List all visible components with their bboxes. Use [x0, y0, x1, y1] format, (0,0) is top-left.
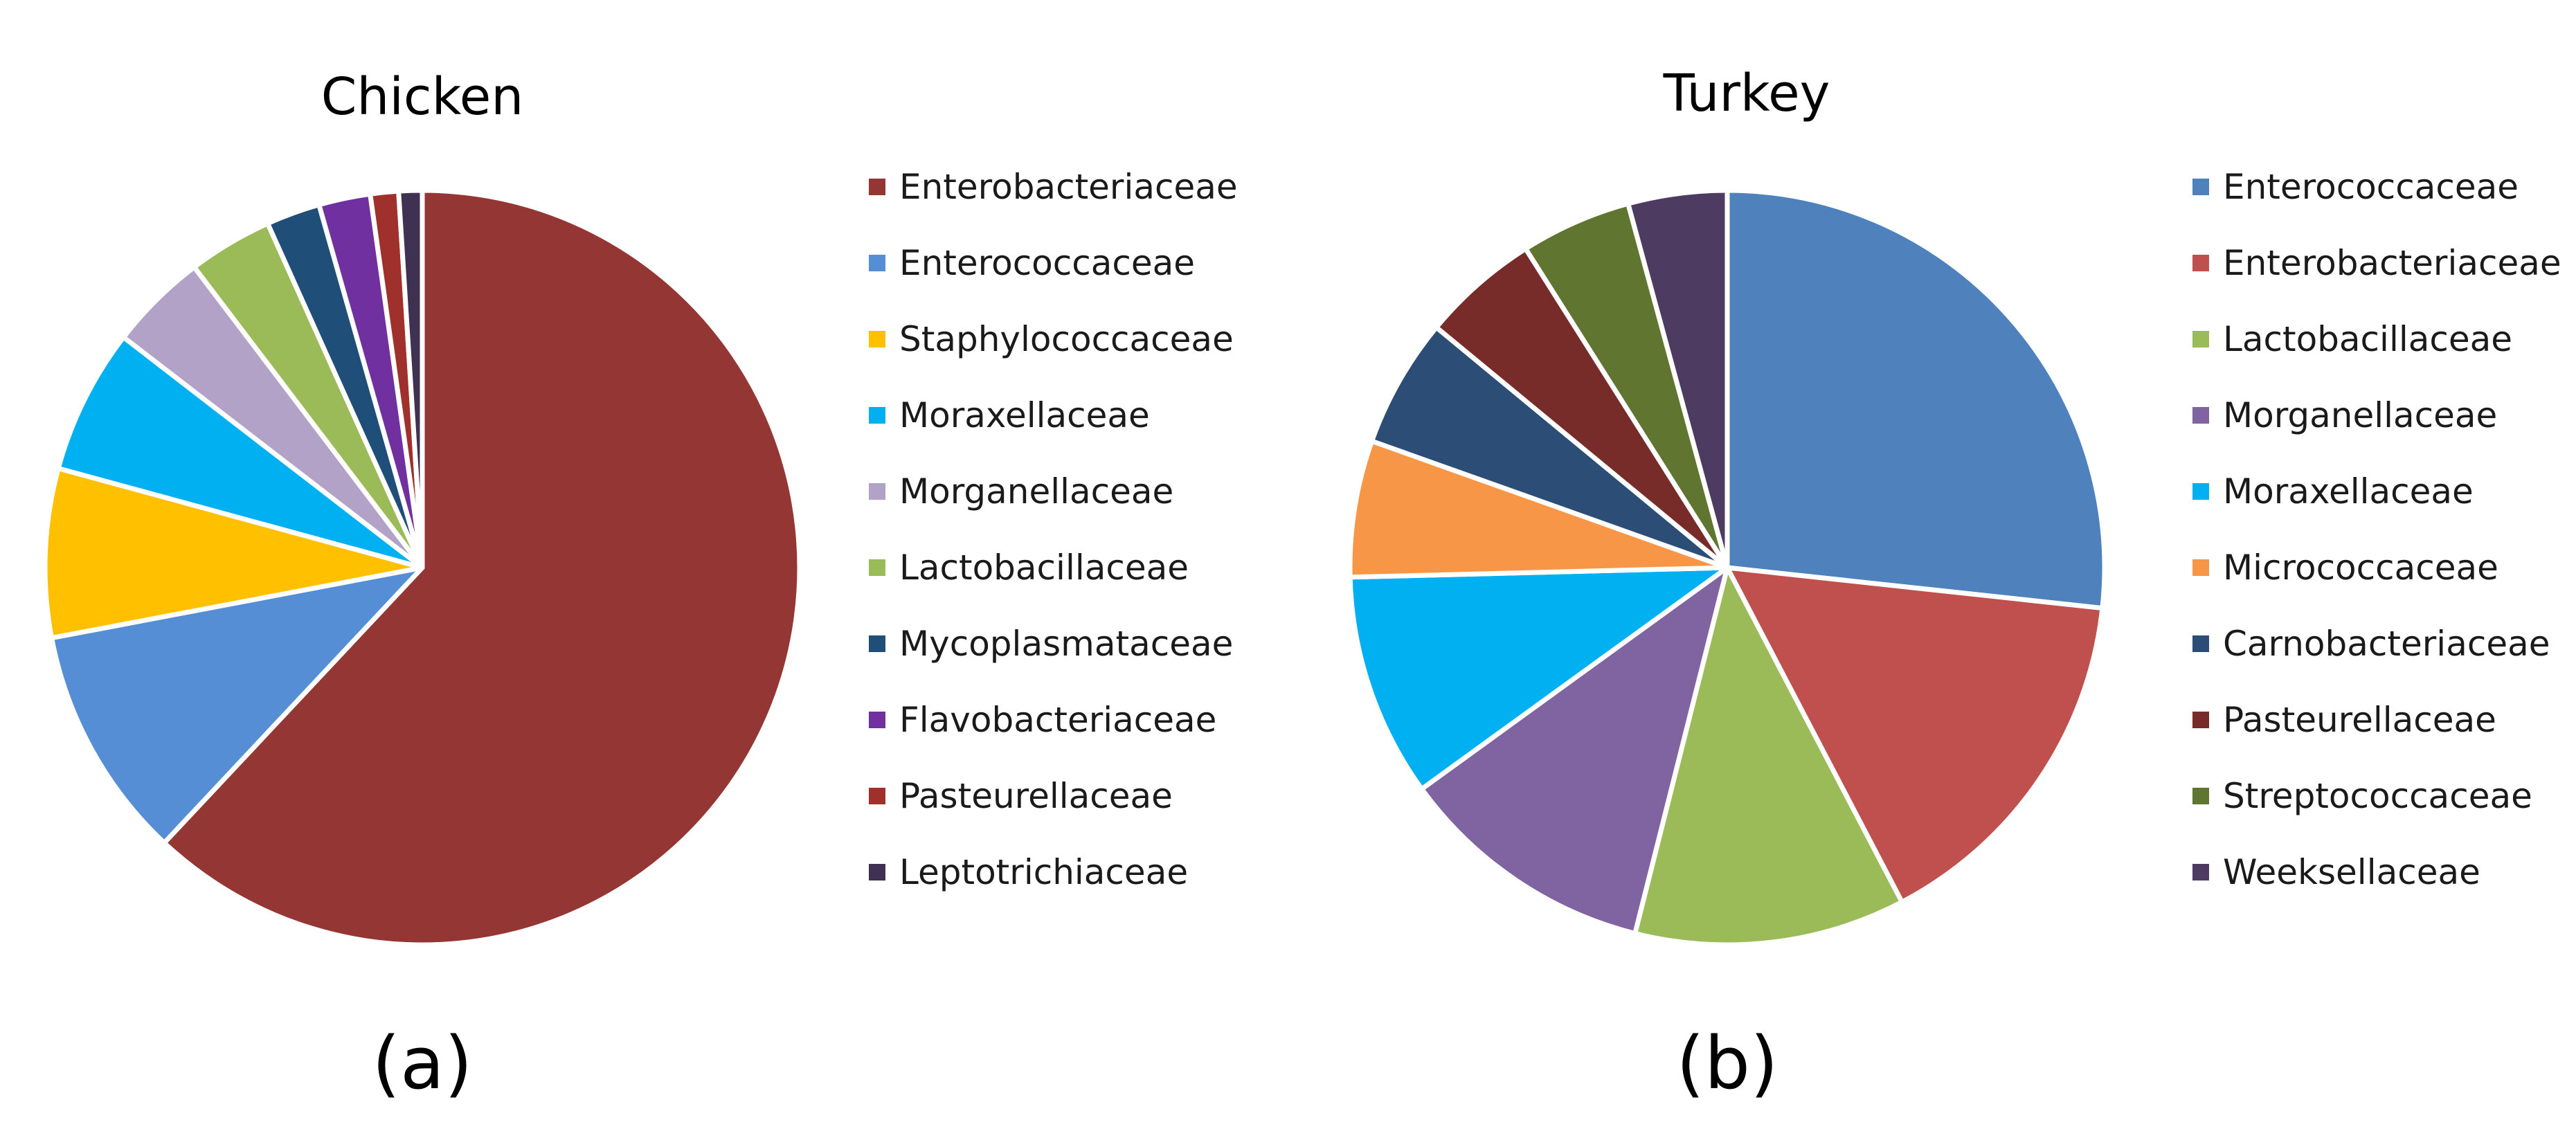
legend-swatch-leptotrichiaceae [869, 864, 885, 880]
legend-label-enterococcaceae: Enterococcaceae [899, 243, 1195, 283]
legend-swatch-lactobacillaceae [869, 559, 885, 576]
chicken-legend: Enterobacteriaceae Enterococcaceae Staphyl… [869, 167, 1238, 892]
legend-swatch-carnobacteriaceae [2192, 635, 2209, 652]
legend-label-staphylococcaceae: Staphylococcaceae [899, 319, 1234, 359]
legend-swatch-enterobacteriaceae [2192, 255, 2209, 271]
legend-swatch-moraxellaceae [869, 407, 885, 424]
legend-label-streptococcaceae: Streptococcaceae [2223, 776, 2532, 816]
legend-label-micrococcaceae: Micrococcaceae [2223, 548, 2498, 588]
pie-slice-moraxellaceae [1347, 565, 1730, 792]
legend-label-lactobacillaceae: Lactobacillaceae [899, 548, 1189, 588]
legend-label-moraxellaceae: Moraxellaceae [2223, 471, 2474, 512]
pie-slice-enterococcaceae [1724, 188, 2107, 611]
pie-slice-enterococcaceae [49, 565, 425, 846]
turkey-panel-label: (b) [1676, 1021, 1778, 1105]
pie-slice-moraxellaceae [55, 334, 425, 570]
legend-label-enterococcaceae: Enterococcaceae [2223, 167, 2519, 207]
turkey-chart-title: Turkey [1663, 64, 1830, 123]
legend-label-mycoplasmataceae: Mycoplasmataceae [899, 624, 1233, 664]
pie-slice-enterobacteriaceae [161, 188, 802, 948]
legend-swatch-enterobacteriaceae [869, 179, 885, 195]
turkey-legend: Enterococcaceae Enterobacteriaceae Lactoba… [2192, 167, 2561, 892]
pie-slice-lactobacillaceae [1632, 565, 1904, 948]
legend-swatch-staphylococcaceae [869, 331, 885, 347]
legend-swatch-enterococcaceae [869, 255, 885, 271]
legend-label-leptotrichiaceae: Leptotrichiaceae [899, 852, 1188, 892]
legend-swatch-weeksellaceae [2192, 864, 2209, 880]
legend-swatch-morganellaceae [869, 483, 885, 500]
legend-swatch-micrococcaceae [2192, 559, 2209, 576]
legend-label-enterobacteriaceae: Enterobacteriaceae [899, 167, 1238, 207]
legend-label-morganellaceae: Morganellaceae [899, 471, 1173, 512]
pie-slice-staphylococcaceae [42, 466, 425, 641]
turkey-pie [1347, 188, 2107, 948]
legend-swatch-pasteurellaceae [2192, 712, 2209, 728]
legend-label-lactobacillaceae: Lactobacillaceae [2223, 319, 2512, 359]
legend-swatch-pasteurellaceae [869, 788, 885, 804]
legend-label-flavobacteriaceae: Flavobacteriaceae [899, 700, 1216, 740]
chicken-chart: Chicken Enterobacteriaceae Enterococcacea… [42, 67, 1238, 1105]
legend-label-carnobacteriaceae: Carnobacteriaceae [2223, 624, 2550, 664]
legend-label-enterobacteriaceae: Enterobacteriaceae [2223, 243, 2561, 283]
pie-slice-micrococcaceae [1347, 438, 1730, 580]
chicken-panel-label: (a) [372, 1021, 473, 1105]
legend-label-pasteurellaceae: Pasteurellaceae [899, 776, 1173, 816]
legend-swatch-moraxellaceae [2192, 483, 2209, 500]
pie-slice-weeksellaceae [1625, 188, 1730, 570]
legend-label-morganellaceae: Morganellaceae [2223, 395, 2497, 435]
legend-swatch-flavobacteriaceae [869, 712, 885, 728]
legend-swatch-lactobacillaceae [2192, 331, 2209, 347]
turkey-chart: Turkey Enterococcaceae Enterobacteriaceae… [1347, 64, 2561, 1105]
legend-swatch-streptococcaceae [2192, 788, 2209, 804]
chicken-pie [42, 188, 802, 948]
pie-slice-leptotrichiaceae [396, 188, 425, 570]
legend-swatch-morganellaceae [2192, 407, 2209, 424]
legend-swatch-mycoplasmataceae [869, 635, 885, 652]
pie-slice-enterobacteriaceae [1724, 565, 2105, 905]
chicken-chart-title: Chicken [321, 67, 523, 127]
pie-slice-morganellaceae [1419, 565, 1730, 936]
legend-label-weeksellaceae: Weeksellaceae [2223, 852, 2480, 892]
legend-label-pasteurellaceae: Pasteurellaceae [2223, 700, 2496, 740]
legend-swatch-enterococcaceae [2192, 179, 2209, 195]
pie-slice-carnobacteriaceae [1369, 325, 1730, 570]
legend-label-moraxellaceae: Moraxellaceae [899, 395, 1150, 435]
